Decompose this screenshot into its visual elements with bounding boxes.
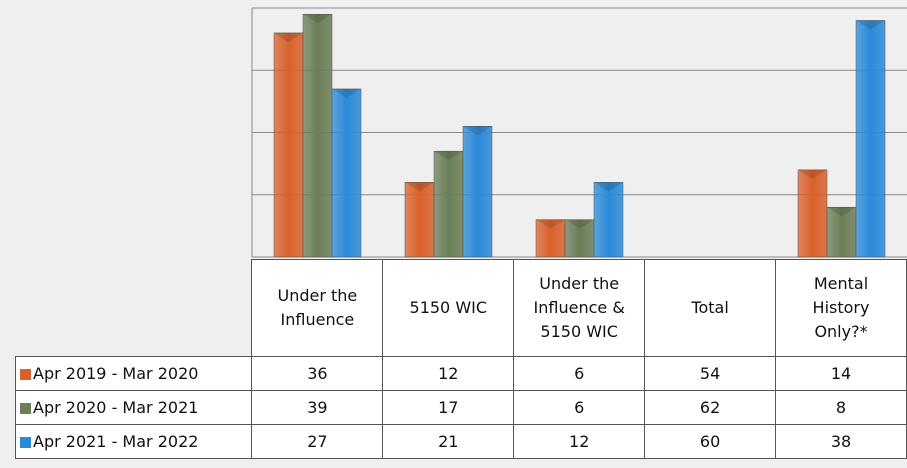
- series-row: Apr 2020 - Mar 2021 39 17 6 62 8: [14, 390, 907, 425]
- legend-key: [20, 368, 31, 380]
- bar-cap: [827, 207, 856, 217]
- bar: [855, 20, 886, 258]
- bar: [535, 219, 566, 258]
- legend-label: Apr 2021 - Mar 2022: [33, 431, 199, 451]
- legend-key: [20, 436, 31, 448]
- header-row: Under the Influence 5150 WIC Under the Inf…: [16, 259, 907, 357]
- bar: [302, 13, 333, 258]
- bar-cap: [332, 88, 361, 98]
- legend-key: [20, 402, 31, 414]
- bar-cap: [274, 32, 303, 42]
- value-cell: 54: [644, 356, 777, 391]
- bar: [797, 169, 828, 258]
- category-label: 5150 WIC: [409, 298, 488, 317]
- bar: [564, 219, 595, 258]
- legend-label: Apr 2020 - Mar 2021: [33, 397, 199, 417]
- value-cell: 62: [644, 390, 777, 425]
- bar: [593, 182, 624, 258]
- value-cell: 8: [775, 390, 907, 425]
- value-cell: 14: [775, 356, 907, 391]
- category-cell: 5150 WIC: [382, 259, 515, 357]
- category-cell: Total: [644, 259, 777, 357]
- bar-cap: [594, 182, 623, 192]
- category-label: Mental History Only?*: [812, 274, 870, 341]
- legend-cell: Apr 2021 - Mar 2022: [14, 424, 253, 459]
- category-cell: Under the Influence: [251, 259, 384, 357]
- value-cell: 36: [251, 356, 384, 391]
- value-cell: 12: [382, 356, 515, 391]
- bar: [433, 150, 464, 258]
- bar-cap: [536, 219, 565, 229]
- bar-cap: [565, 219, 594, 229]
- category-label: Total: [691, 298, 729, 317]
- value-cell: 38: [775, 424, 907, 459]
- value-cell: 12: [513, 424, 646, 459]
- value-cell: 60: [644, 424, 777, 459]
- bar: [331, 88, 362, 258]
- category-label: Under the Influence: [277, 286, 358, 329]
- value-cell: 21: [382, 424, 515, 459]
- legend-cell: Apr 2019 - Mar 2020: [14, 356, 253, 391]
- bar-cap: [856, 20, 885, 30]
- legend-cell: Apr 2020 - Mar 2021: [14, 390, 253, 425]
- corner: [16, 260, 252, 357]
- bar: [273, 32, 304, 258]
- bar: [826, 206, 857, 258]
- bar: [462, 126, 493, 258]
- category-label: Under the Influence & 5150 WIC: [533, 274, 625, 341]
- bar-cap: [798, 169, 827, 179]
- value-cell: 6: [513, 356, 646, 391]
- legend-label: Apr 2019 - Mar 2020: [33, 363, 199, 383]
- chart: [251, 7, 907, 258]
- category-cell: Under the Influence & 5150 WIC: [513, 259, 646, 357]
- value-cell: 17: [382, 390, 515, 425]
- bar: [404, 182, 435, 258]
- bar-cap: [405, 182, 434, 192]
- value-cell: 39: [251, 390, 384, 425]
- data-table: Under the Influence 5150 WIC Under the Inf…: [14, 259, 907, 459]
- value-cell: 6: [513, 390, 646, 425]
- category-cell: Mental History Only?*: [775, 259, 907, 357]
- series-row: Apr 2021 - Mar 2022 27 21 12 60 38: [14, 424, 907, 459]
- bar-cap: [463, 126, 492, 136]
- value-cell: 27: [251, 424, 384, 459]
- bar-cap: [434, 151, 463, 161]
- bar-cap: [303, 14, 332, 24]
- series-row: Apr 2019 - Mar 2020 36 12 6 54 14: [14, 356, 907, 391]
